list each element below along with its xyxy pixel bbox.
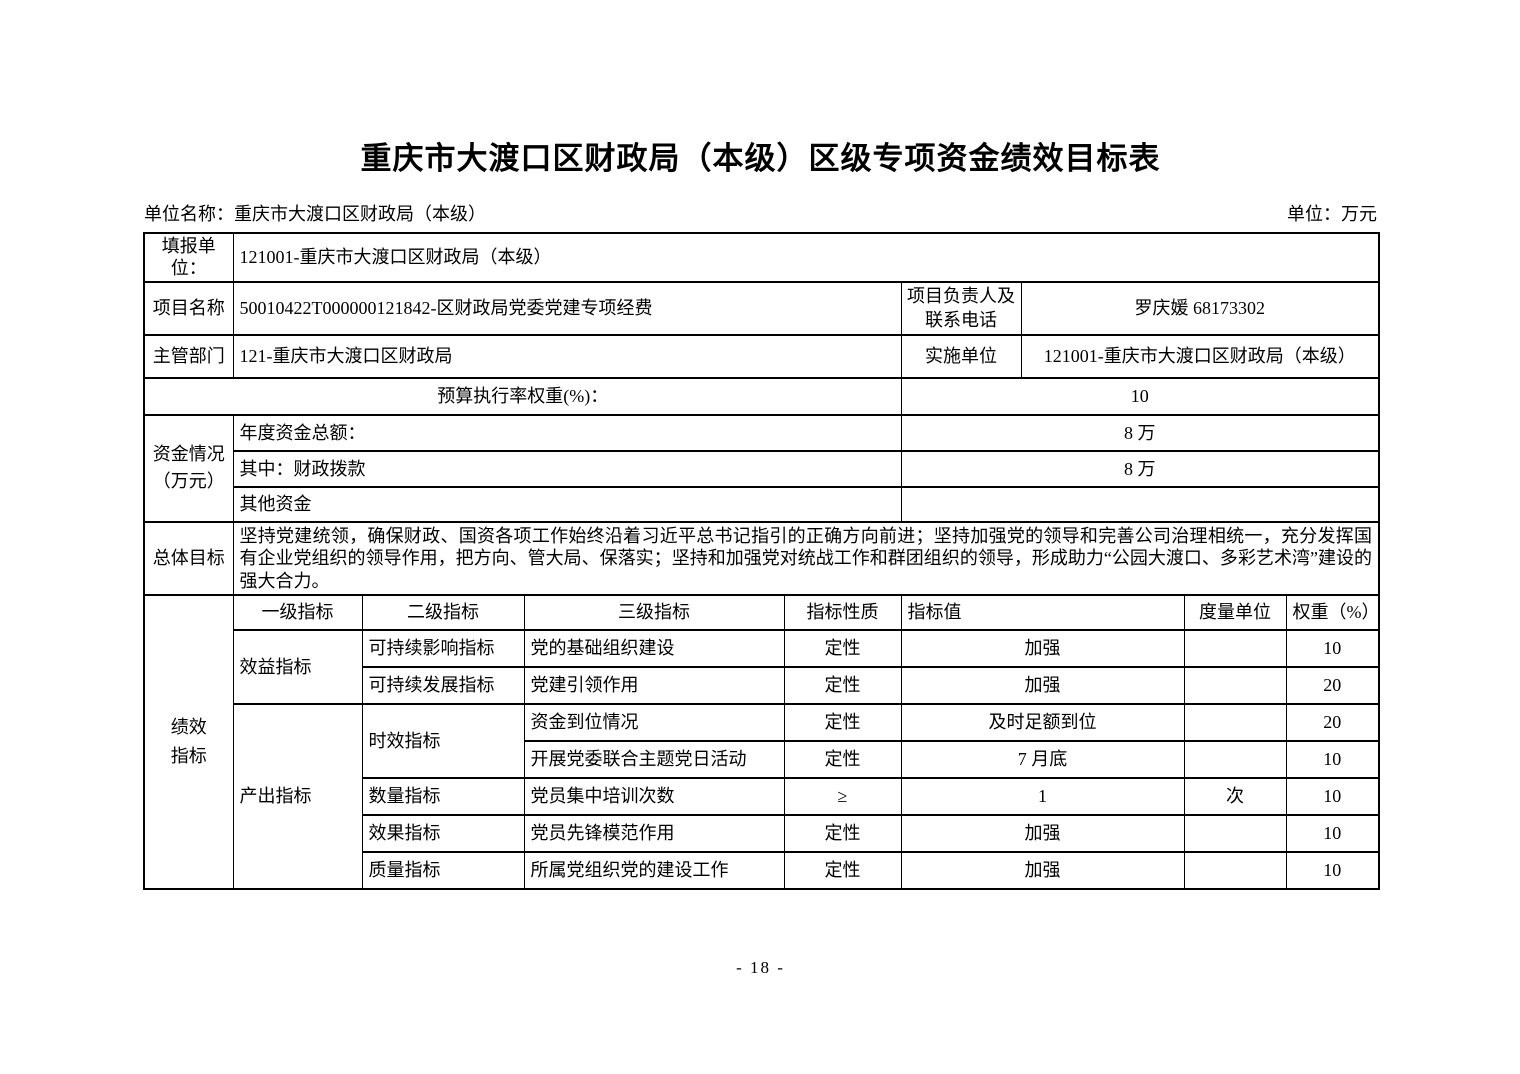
indicator-row: 质量指标 所属党组织党的建设工作 定性 加强 10 (144, 850, 1380, 890)
indicator-header-value: 指标值 (900, 593, 1185, 631)
indicator-unit-cell: 次 (1183, 776, 1287, 816)
indicator-row: 效果指标 党员先锋模范作用 定性 加强 10 (144, 813, 1380, 853)
indicator-nature-cell: 定性 (783, 739, 902, 779)
fund-row-value-cell: 8 万 (900, 413, 1380, 452)
indicator-header-nature: 指标性质 (783, 593, 902, 631)
unit-of-measure: 单位：万元 (1287, 203, 1377, 224)
indicator-value-cell: 及时足额到位 (900, 702, 1185, 742)
unit-name-label: 单位名称： (144, 203, 234, 224)
indicator-unit-cell (1183, 702, 1287, 742)
unit-name-value: 重庆市大渡口区财政局（本级） (234, 203, 486, 224)
indicator-unit-cell (1183, 813, 1287, 853)
indicator-header-unit: 度量单位 (1183, 593, 1287, 631)
fund-row-label-cell: 年度资金总额： (232, 413, 902, 452)
indicator-value-cell: 加强 (900, 850, 1185, 890)
page-number: - 18 - (736, 957, 785, 977)
indicator-unit-cell (1183, 850, 1287, 890)
impl-unit-value-cell: 121001-重庆市大渡口区财政局（本级） (1020, 333, 1380, 379)
indicator-value-cell: 加强 (900, 628, 1185, 668)
unit-name-line: 单位名称：重庆市大渡口区财政局（本级） (144, 200, 486, 226)
overall-goal-text-cell: 坚持党建统领，确保财政、国资各项工作始终沿着习近平总书记指引的正确方向前进；坚持… (232, 520, 1380, 596)
budget-rate-label-cell: 预算执行率权重(%)： (143, 376, 902, 416)
indicator-weight-cell: 10 (1285, 850, 1380, 890)
indicator-nature-cell: ≥ (783, 776, 902, 816)
indicator-level3-cell: 党建引领作用 (523, 665, 785, 705)
budget-rate-row: 预算执行率权重(%)： 10 (143, 376, 1380, 416)
department-label-cell: 主管部门 (143, 333, 234, 379)
indicator-value-cell: 加强 (900, 813, 1185, 853)
indicator-header-weight: 权重（%） (1285, 593, 1380, 631)
indicator-weight-cell: 10 (1285, 628, 1380, 668)
meta-row: 单位名称：重庆市大渡口区财政局（本级） 单位：万元 (143, 200, 1378, 226)
indicator-level2-cell: 时效指标 (361, 702, 525, 779)
indicator-value-cell: 加强 (900, 665, 1185, 705)
fund-row-value-cell (900, 485, 1380, 523)
project-leader-label-cell: 项目负责人及 联系电话 (900, 280, 1022, 336)
indicator-level3-cell: 所属党组织党的建设工作 (523, 850, 785, 890)
indicator-value-cell: 7 月底 (900, 739, 1185, 779)
indicator-unit-cell (1183, 628, 1287, 668)
indicator-level2-cell: 数量指标 (361, 776, 525, 816)
indicator-weight-cell: 10 (1285, 739, 1380, 779)
project-leader-value-cell: 罗庆媛 68173302 (1020, 280, 1380, 336)
indicator-nature-cell: 定性 (783, 850, 902, 890)
budget-rate-value-cell: 10 (900, 376, 1380, 416)
indicator-nature-cell: 定性 (783, 628, 902, 668)
project-name-value-cell: 50010422T000000121842-区财政局党委党建专项经费 (232, 280, 902, 336)
indicator-level3-cell: 党员集中培训次数 (523, 776, 785, 816)
fund-fiscal-row: 其中：财政拨款 8 万 (144, 449, 1380, 488)
indicator-level2-cell: 质量指标 (361, 850, 525, 890)
indicator-header-level3: 三级指标 (523, 593, 785, 631)
indicator-nature-cell: 定性 (783, 702, 902, 742)
department-value-cell: 121-重庆市大渡口区财政局 (232, 333, 902, 379)
indicator-level2-cell: 可持续影响指标 (361, 628, 525, 668)
indicators-section-label-cell: 绩效 指标 (143, 593, 234, 890)
funds-section-label-cell: 资金情况 （万元） (143, 413, 234, 523)
fund-row-label-cell: 其他资金 (232, 485, 902, 523)
filing-unit-label-cell: 填报单位： (143, 231, 234, 283)
filing-unit-value-cell: 121001-重庆市大渡口区财政局（本级） (232, 231, 1380, 283)
indicator-row: 数量指标 党员集中培训次数 ≥ 1 次 10 (144, 776, 1380, 816)
indicator-nature-cell: 定性 (783, 813, 902, 853)
indicator-header-level1: 一级指标 (232, 593, 363, 631)
document-sheet: 重庆市大渡口区财政局（本级）区级专项资金绩效目标表 单位名称：重庆市大渡口区财政… (143, 0, 1380, 978)
indicator-level3-cell: 资金到位情况 (523, 702, 785, 742)
fund-row-value-cell: 8 万 (900, 449, 1380, 488)
fund-total-row: 资金情况 （万元） 年度资金总额： 8 万 (143, 413, 1380, 523)
indicator-unit-cell (1183, 739, 1287, 779)
indicator-row: 产出指标 时效指标 资金到位情况 定性 及时足额到位 20 (144, 702, 1380, 890)
overall-goal-row: 总体目标 坚持党建统领，确保财政、国资各项工作始终沿着习近平总书记指引的正确方向… (143, 520, 1380, 596)
indicator-row: 开展党委联合主题党日活动 定性 7 月底 10 (144, 739, 1380, 779)
indicator-value-cell: 1 (900, 776, 1185, 816)
page-title: 重庆市大渡口区财政局（本级）区级专项资金绩效目标表 (360, 141, 1161, 176)
overall-goal-label-cell: 总体目标 (143, 520, 234, 596)
fund-row-label-cell: 其中：财政拨款 (232, 449, 902, 488)
indicator-header-level2: 二级指标 (361, 593, 525, 631)
indicator-row: 可持续发展指标 党建引领作用 定性 加强 20 (144, 665, 1380, 705)
indicator-weight-cell: 10 (1285, 776, 1380, 816)
indicator-level3-cell: 党员先锋模范作用 (523, 813, 785, 853)
indicator-level3-cell: 党的基础组织建设 (523, 628, 785, 668)
indicator-level1-cell: 效益指标 (232, 628, 363, 705)
indicator-weight-cell: 20 (1285, 702, 1380, 742)
department-row: 主管部门 121-重庆市大渡口区财政局 实施单位 121001-重庆市大渡口区财… (143, 333, 1380, 379)
indicator-header-row: 绩效 指标 一级指标 二级指标 三级指标 指标性质 指标值 度量单位 权重（%） (143, 593, 1380, 890)
performance-target-table: 填报单位： 121001-重庆市大渡口区财政局（本级） 项目名称 5001042… (143, 231, 1380, 890)
project-name-label-cell: 项目名称 (143, 280, 234, 336)
indicator-level2-cell: 可持续发展指标 (361, 665, 525, 705)
impl-unit-label-cell: 实施单位 (900, 333, 1022, 379)
filing-unit-row: 填报单位： 121001-重庆市大渡口区财政局（本级） (143, 231, 1380, 283)
indicator-level2-cell: 效果指标 (361, 813, 525, 853)
indicator-weight-cell: 20 (1285, 665, 1380, 705)
indicator-level1-cell: 产出指标 (232, 702, 363, 890)
project-name-row: 项目名称 50010422T000000121842-区财政局党委党建专项经费 … (143, 280, 1380, 336)
indicator-level3-cell: 开展党委联合主题党日活动 (523, 739, 785, 779)
fund-other-row: 其他资金 (144, 485, 1380, 523)
indicator-row: 效益指标 可持续影响指标 党的基础组织建设 定性 加强 10 (144, 628, 1380, 705)
indicator-weight-cell: 10 (1285, 813, 1380, 853)
indicator-unit-cell (1183, 665, 1287, 705)
indicator-nature-cell: 定性 (783, 665, 902, 705)
